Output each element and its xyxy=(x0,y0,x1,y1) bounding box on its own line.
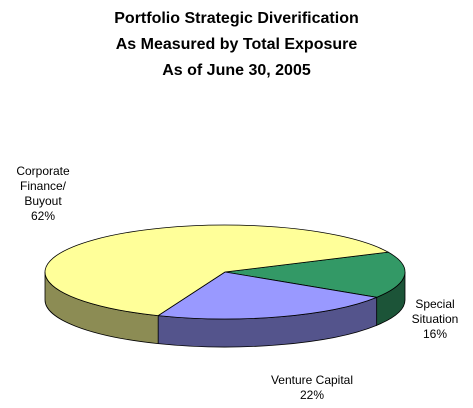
category-label: Special Situation xyxy=(411,297,459,326)
chart-title: Portfolio Strategic Diverification xyxy=(114,10,359,27)
value-label: 16% xyxy=(422,327,448,341)
value-label: 22% xyxy=(299,388,325,402)
slice xyxy=(44,224,390,317)
chart-title: As of June 30, 2005 xyxy=(162,62,311,79)
slice-label: Venture Capital 22% xyxy=(262,373,362,403)
slice xyxy=(224,251,406,298)
category-label: Corporate Finance/ Buyout xyxy=(16,164,70,208)
slice xyxy=(156,271,379,320)
slice-label: Special Situation 16% xyxy=(403,297,467,342)
slice-label: Corporate Finance/ Buyout 62% xyxy=(8,164,78,224)
category-label: Venture Capital xyxy=(270,373,354,387)
value-label: 62% xyxy=(30,209,56,223)
chart-title: As Measured by Total Exposure xyxy=(115,36,358,53)
